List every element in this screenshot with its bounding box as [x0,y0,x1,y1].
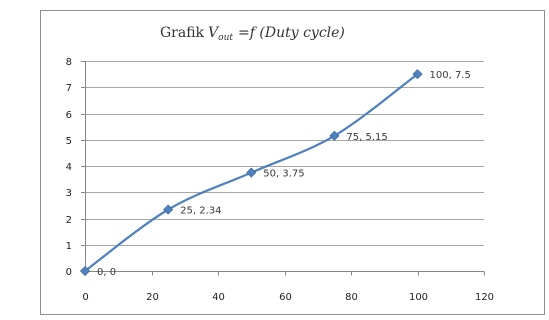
x-tick-label: 80 [345,292,358,303]
y-tick-label: 2 [66,215,72,226]
data-point-marker [163,204,174,215]
y-tick-label: 7 [66,83,72,94]
y-tick-label: 5 [66,136,72,147]
x-tick-label: 0 [82,292,88,303]
data-markers [79,69,423,277]
data-point-label: 50, 3.75 [263,169,304,180]
y-axis-ticks: 0 1 2 3 4 5 6 7 8 [66,57,72,278]
data-point-label: 25, 2.34 [180,206,221,217]
chart-title-lead: Grafik [160,25,205,41]
chart-area [40,10,545,315]
data-point-marker [79,265,91,277]
x-tick-label: 40 [212,292,225,303]
chart-title-function: =f (Duty cycle) [238,25,345,41]
chart-title: Grafik Vout =f (Duty cycle) [160,22,400,44]
chart-title-variable: V [208,25,219,41]
y-tick-label: 8 [66,57,72,68]
gridlines [85,61,484,246]
axes [81,61,485,276]
x-tick-label: 60 [279,292,292,303]
y-tick-label: 6 [66,110,72,121]
x-tick-label: 20 [146,292,159,303]
y-tick-label: 4 [66,162,72,173]
x-tick-label: 100 [409,292,428,303]
data-point-label: 0, 0 [97,267,116,278]
y-tick-label: 1 [66,241,72,252]
chart-title-subscript: out [218,33,234,43]
y-tick-label: 3 [66,188,72,199]
data-point-label: 75, 5.15 [346,132,387,143]
data-labels: 0, 0 25, 2.34 50, 3.75 75, 5.15 100, 7.5 [97,70,471,278]
y-tick-label: 0 [66,267,72,278]
data-point-marker [246,167,257,178]
x-axis-ticks: 0 20 40 60 80 100 120 [82,292,494,303]
data-point-marker [412,69,423,80]
x-tick-label: 120 [475,292,494,303]
data-point-marker [329,130,340,141]
data-point-label: 100, 7.5 [430,70,471,81]
